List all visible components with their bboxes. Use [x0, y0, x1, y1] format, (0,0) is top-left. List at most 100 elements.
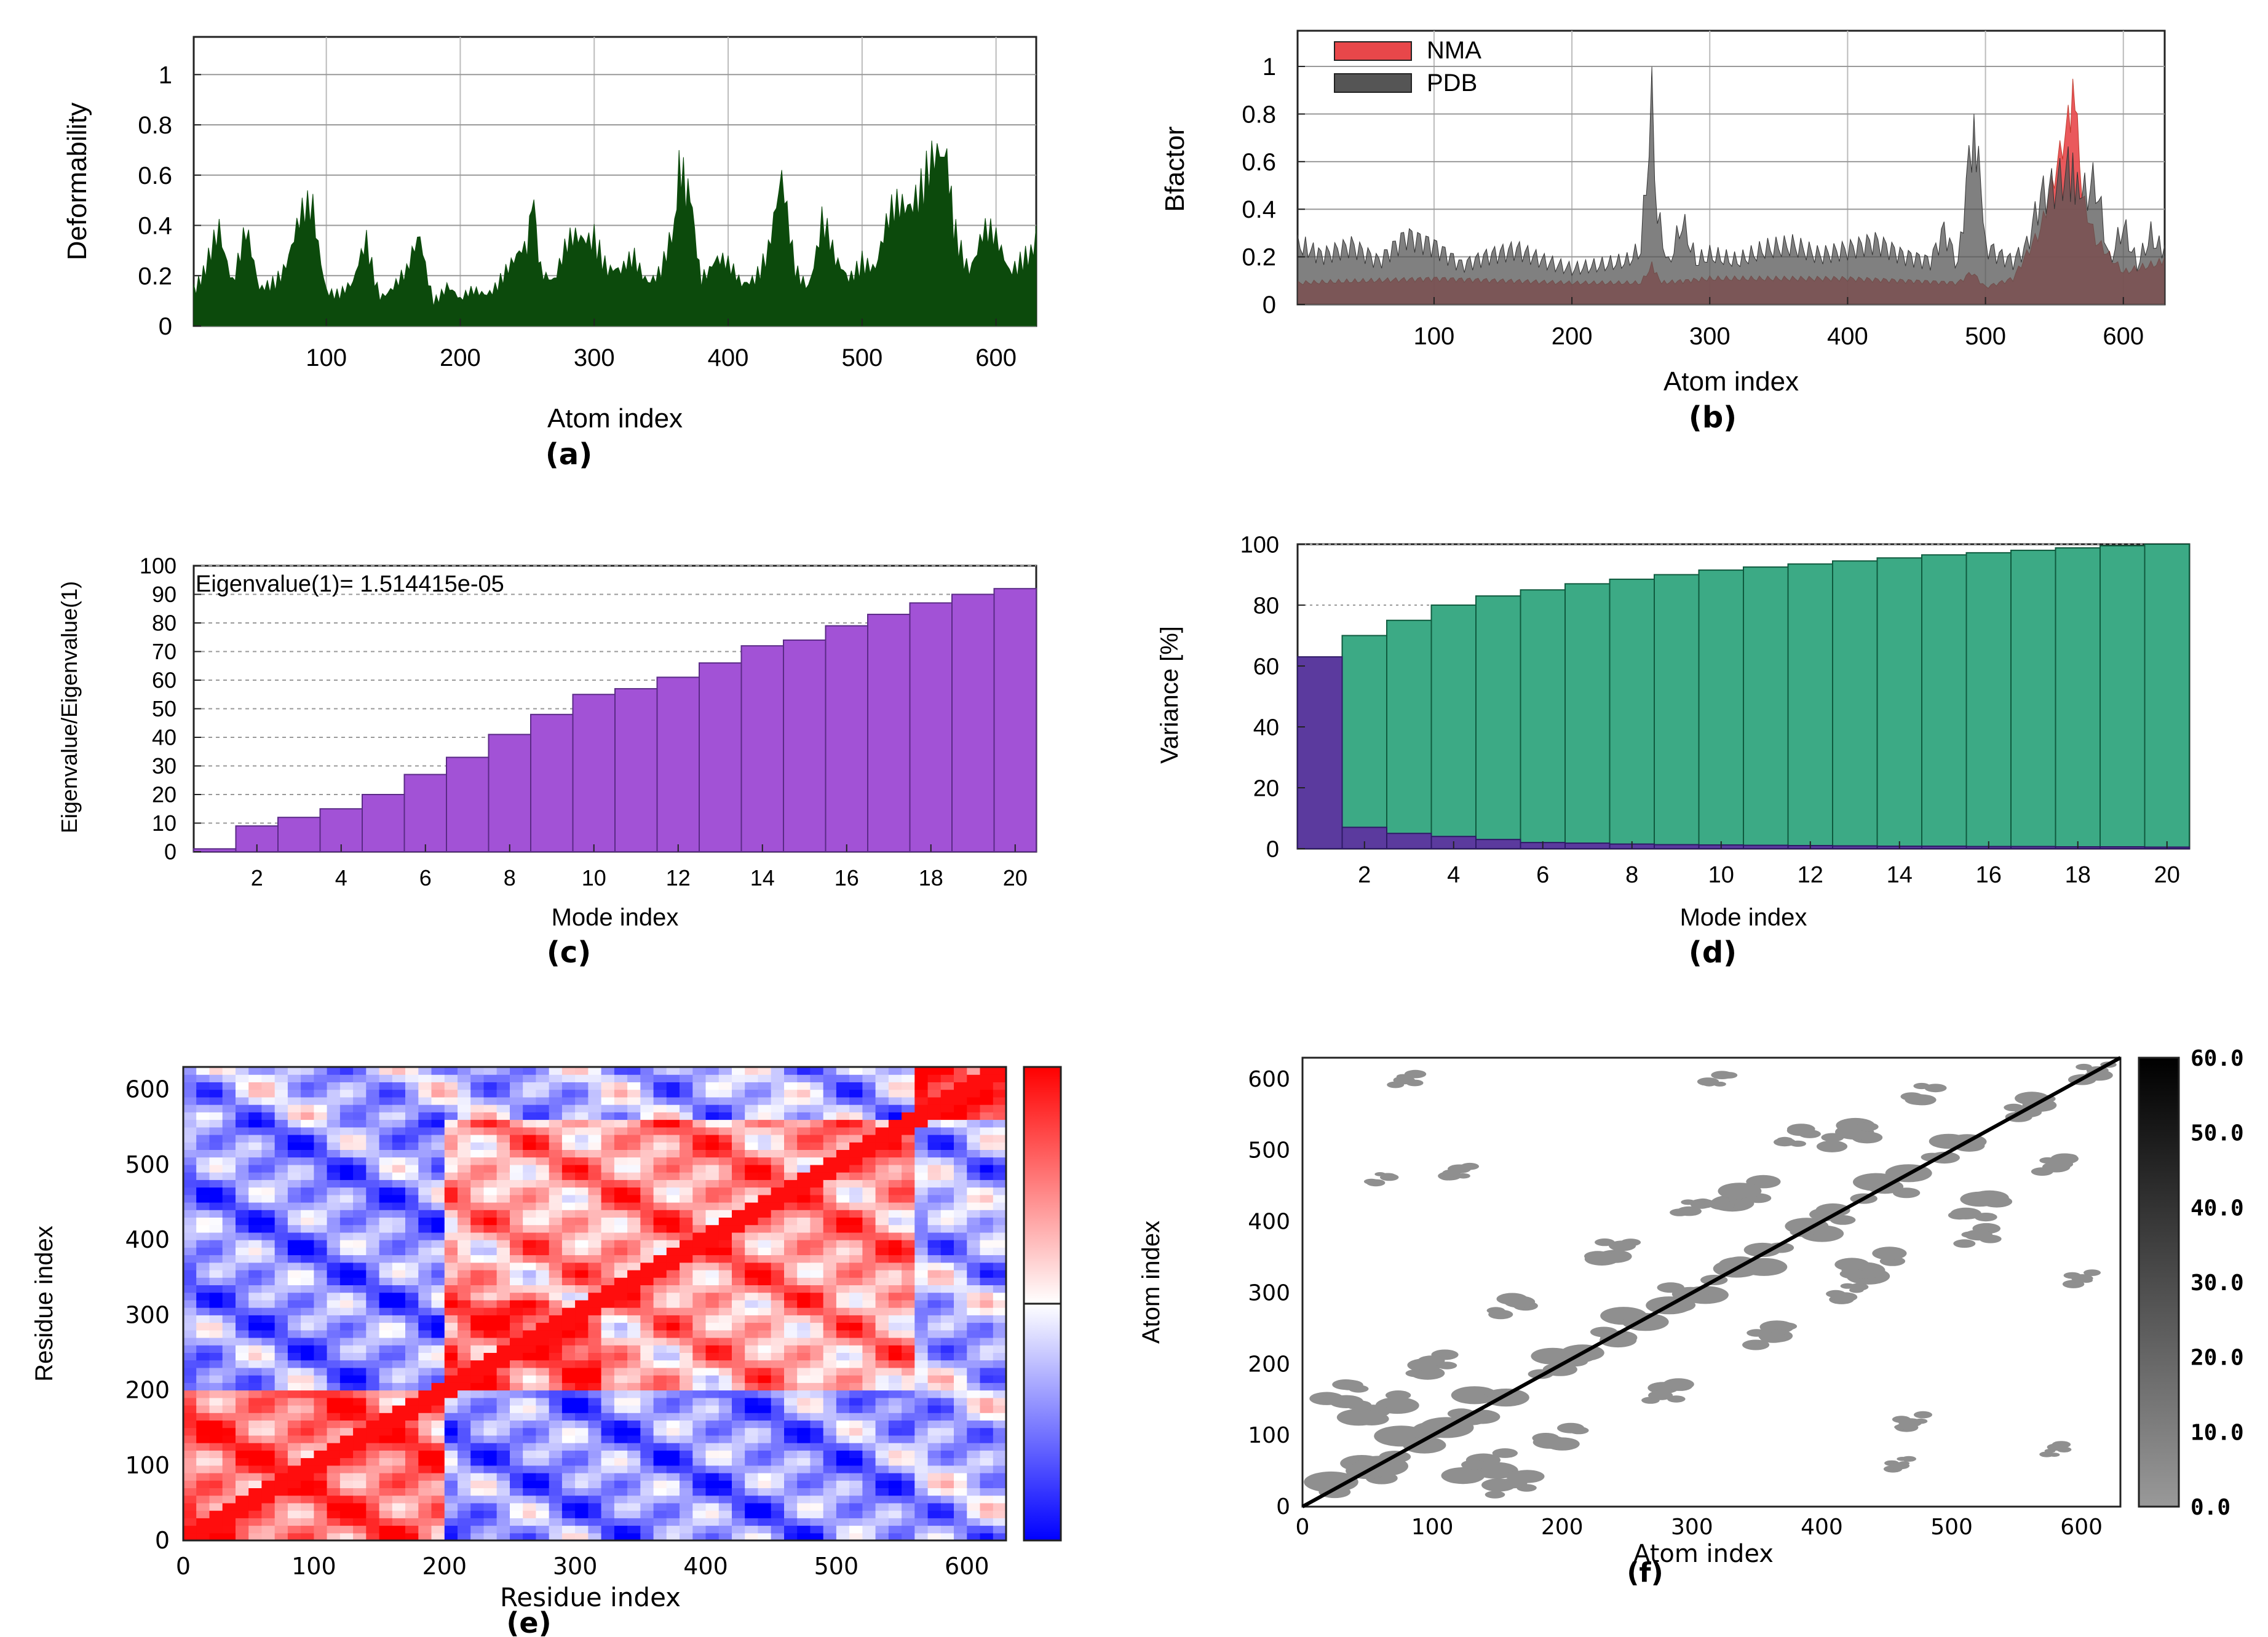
correlation-cell: [536, 1420, 550, 1429]
correlation-cell: [980, 1135, 994, 1143]
correlation-cell: [561, 1172, 576, 1180]
correlation-cell: [692, 1473, 707, 1481]
correlation-cell: [666, 1338, 680, 1346]
correlation-cell: [797, 1465, 811, 1473]
correlation-cell: [236, 1119, 249, 1128]
correlation-cell: [914, 1360, 929, 1368]
correlation-cell: [353, 1345, 367, 1353]
correlation-cell: [653, 1502, 667, 1511]
correlation-cell: [745, 1285, 758, 1293]
correlation-cell: [236, 1247, 249, 1256]
correlation-cell: [680, 1502, 693, 1511]
correlation-cell: [314, 1510, 328, 1518]
correlation-cell: [327, 1277, 341, 1285]
correlation-cell: [954, 1164, 967, 1173]
correlation-cell: [444, 1277, 458, 1285]
correlation-cell: [301, 1135, 314, 1143]
y-tick-label: 20: [152, 782, 176, 807]
correlation-cell: [745, 1157, 758, 1165]
correlation-cell: [771, 1443, 785, 1451]
correlation-cell: [379, 1360, 393, 1368]
correlation-cell: [705, 1089, 720, 1098]
correlation-cell: [261, 1096, 276, 1105]
correlation-cell: [705, 1217, 720, 1226]
correlation-cell: [496, 1285, 510, 1293]
correlation-cell: [183, 1427, 197, 1436]
correlation-cell: [601, 1413, 615, 1421]
correlation-cell: [236, 1142, 249, 1150]
correlation-cell: [745, 1270, 758, 1278]
correlation-cell: [549, 1112, 563, 1120]
correlation-cell: [510, 1525, 523, 1534]
correlation-cell: [222, 1224, 236, 1233]
correlation-cell: [614, 1172, 628, 1180]
correlation-cell: [588, 1345, 602, 1353]
correlation-cell: [653, 1352, 667, 1361]
correlation-cell: [379, 1495, 393, 1504]
correlation-cell: [483, 1164, 498, 1173]
correlation-cell: [993, 1413, 1007, 1421]
correlation-cell: [353, 1082, 367, 1090]
correlation-cell: [836, 1465, 850, 1473]
correlation-cell: [771, 1112, 785, 1120]
correlation-cell: [875, 1224, 889, 1233]
correlation-cell: [536, 1518, 550, 1526]
correlation-cell: [745, 1518, 758, 1526]
correlation-cell: [575, 1202, 589, 1210]
correlation-cell: [954, 1187, 967, 1195]
correlation-cell: [236, 1322, 249, 1331]
correlation-cell: [418, 1450, 432, 1459]
correlation-cell: [274, 1525, 288, 1534]
correlation-cell: [993, 1104, 1007, 1112]
correlation-cell: [222, 1375, 236, 1383]
correlation-cell: [405, 1367, 419, 1376]
correlation-cell: [418, 1299, 432, 1308]
panel-d-bars: [1297, 544, 2190, 850]
correlation-cell: [653, 1488, 667, 1496]
correlation-cell: [732, 1315, 745, 1323]
correlation-cell: [718, 1277, 732, 1285]
correlation-cell: [379, 1179, 393, 1188]
correlation-cell: [784, 1285, 798, 1293]
correlation-cell: [614, 1082, 628, 1090]
correlation-cell: [366, 1420, 380, 1429]
correlation-cell: [470, 1089, 484, 1098]
correlation-cell: [470, 1315, 484, 1323]
correlation-cell: [836, 1285, 850, 1293]
correlation-cell: [327, 1510, 341, 1518]
correlation-cell: [836, 1443, 850, 1451]
correlation-cell: [483, 1112, 498, 1120]
correlation-cell: [653, 1510, 667, 1518]
correlation-cell: [836, 1232, 850, 1240]
correlation-cell: [902, 1187, 915, 1195]
correlation-cell: [954, 1480, 967, 1488]
correlation-cell: [614, 1240, 628, 1248]
correlation-cell: [810, 1443, 824, 1451]
correlation-cell: [718, 1443, 732, 1451]
correlation-cell: [640, 1510, 654, 1518]
correlation-cell: [183, 1495, 197, 1504]
correlation-cell: [797, 1307, 811, 1315]
correlation-cell: [614, 1112, 628, 1120]
correlation-cell: [823, 1067, 837, 1075]
correlation-cell: [967, 1390, 981, 1398]
correlation-cell: [927, 1443, 942, 1451]
correlation-cell: [993, 1352, 1007, 1361]
correlation-cell: [236, 1194, 249, 1203]
correlation-cell: [614, 1277, 628, 1285]
correlation-cell: [705, 1465, 720, 1473]
correlation-cell: [745, 1360, 758, 1368]
correlation-cell: [209, 1390, 223, 1398]
correlation-cell: [392, 1315, 406, 1323]
correlation-cell: [248, 1360, 262, 1368]
correlation-cell: [405, 1330, 419, 1338]
correlation-cell: [483, 1149, 498, 1158]
correlation-cell: [732, 1450, 745, 1459]
correlation-cell: [274, 1397, 288, 1406]
correlation-cell: [797, 1435, 811, 1443]
correlation-cell: [458, 1096, 471, 1105]
correlation-cell: [718, 1360, 732, 1368]
correlation-cell: [274, 1164, 288, 1173]
correlation-cell: [418, 1104, 432, 1112]
correlation-cell: [575, 1285, 589, 1293]
